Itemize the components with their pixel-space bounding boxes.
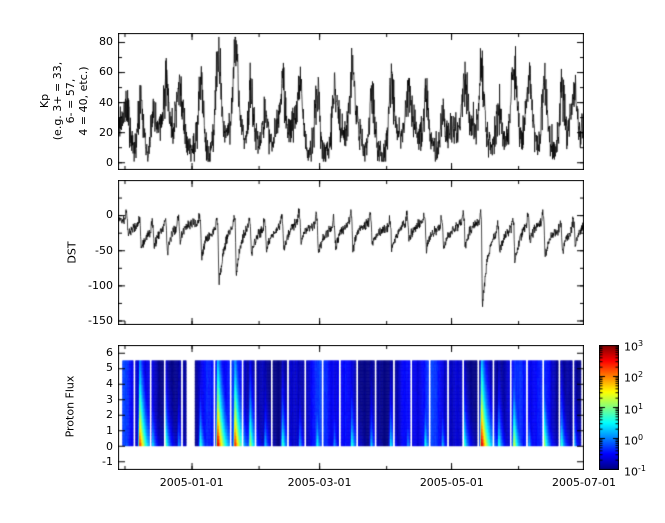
colorbar-tick-label: 101 — [624, 401, 644, 417]
kp-ytick-label: 0 — [106, 156, 113, 170]
kp-plot — [118, 33, 584, 170]
flux-ytick-label: -1 — [102, 455, 113, 469]
dst-ytick-label: -50 — [95, 243, 113, 257]
flux-ytick-label: 4 — [106, 377, 113, 391]
flux-ytick-label: 6 — [106, 345, 113, 359]
kp-axis-label-line: Kp — [38, 93, 51, 109]
colorbar-tick-label: 103 — [624, 339, 644, 354]
proton-flux-axis-label: Proton Flux — [64, 362, 77, 452]
dst-ytick-label: -150 — [88, 314, 113, 328]
proton-flux-spectrogram — [118, 345, 584, 470]
kp-ytick-label: 80 — [99, 35, 113, 49]
x-tick-label: 2005-03-01 — [287, 476, 352, 489]
colorbar-tick-label: 10-1 — [624, 464, 646, 479]
flux-ytick-label: 2 — [106, 408, 113, 422]
colorbar-tick-label: 100 — [624, 432, 644, 448]
colorbar — [599, 345, 619, 470]
x-tick-label: 2005-05-01 — [419, 476, 484, 489]
x-tick-label: 2005-01-01 — [159, 476, 224, 489]
flux-ytick-label: 0 — [106, 439, 113, 453]
flux-ytick-label: 5 — [106, 361, 113, 375]
x-tick-label: 2005-07-01 — [552, 476, 616, 489]
colorbar-tick-label: 102 — [624, 370, 644, 385]
dst-ytick-label: -100 — [88, 279, 113, 293]
kp-ytick-label: 60 — [99, 65, 113, 79]
flux-ytick-label: 1 — [106, 423, 113, 437]
kp-ytick-label: 20 — [99, 125, 113, 139]
flux-ytick-label: 3 — [106, 392, 113, 406]
kp-axis-label-line: 6- = 57, — [64, 78, 77, 124]
dst-ytick-label: 0 — [106, 208, 113, 222]
dst-plot — [118, 180, 584, 325]
kp-ytick-label: 40 — [99, 95, 113, 109]
proton-flux-axis-label-line: Proton Flux — [63, 375, 77, 438]
kp-axis-label-line: (e.g. 3+ = 33, — [51, 61, 64, 141]
